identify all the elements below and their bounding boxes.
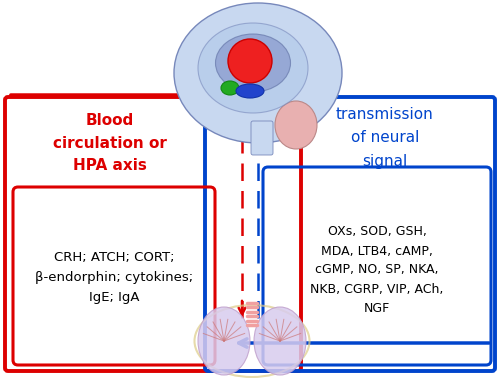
Ellipse shape [174,3,342,143]
Text: CRH; ATCH; CORT;
β-endorphin; cytokines;
IgE; IgA: CRH; ATCH; CORT; β-endorphin; cytokines;… [35,251,193,305]
Circle shape [228,39,272,83]
FancyBboxPatch shape [251,121,273,155]
Ellipse shape [221,81,239,95]
Ellipse shape [275,101,317,149]
Text: OXs, SOD, GSH,
MDA, LTB4, cAMP,
cGMP, NO, SP, NKA,
NKB, CGRP, VIP, ACh,
NGF: OXs, SOD, GSH, MDA, LTB4, cAMP, cGMP, NO… [310,226,444,314]
Ellipse shape [254,307,306,375]
Ellipse shape [236,84,264,98]
Ellipse shape [198,307,250,375]
Text: transmission
of neural
signal: transmission of neural signal [336,107,434,169]
Ellipse shape [198,23,308,113]
Ellipse shape [216,34,290,92]
Text: Blood
circulation or
HPA axis: Blood circulation or HPA axis [53,113,167,173]
